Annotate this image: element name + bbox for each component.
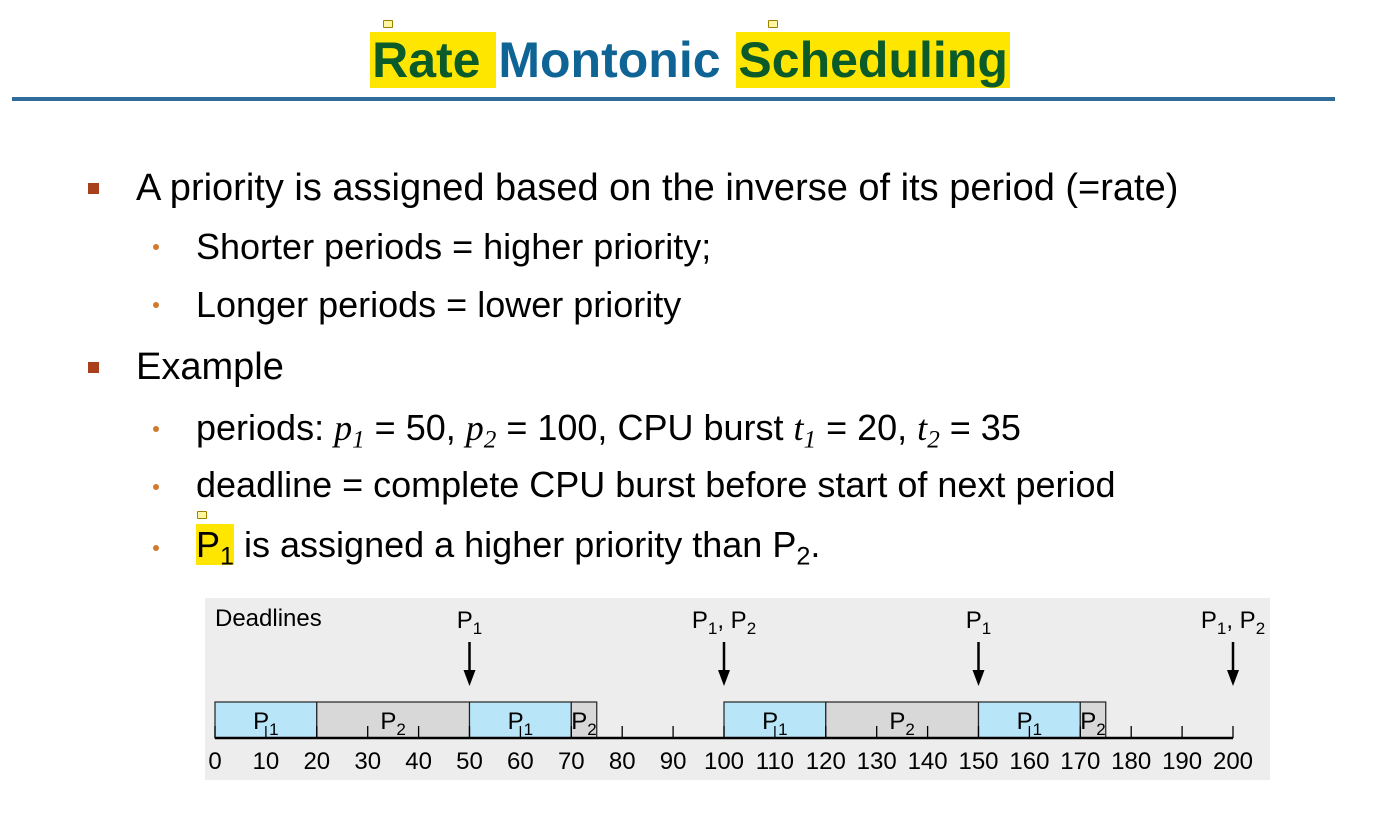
tick-label-170: 170 (1060, 748, 1100, 775)
tick-label-80: 80 (609, 748, 636, 775)
arrow-down-icon (1227, 670, 1239, 686)
deadline-label-150: P1 (966, 607, 991, 638)
bullet-example: Example (136, 346, 284, 388)
title-word-rate: Rate (370, 32, 497, 88)
bullet-dot-icon (153, 244, 159, 250)
tick-label-10: 10 (253, 748, 280, 775)
bullet-priority: A priority is assigned based on the inve… (136, 167, 1179, 209)
bullet-dot-icon (153, 426, 159, 432)
bullet-square-icon (88, 362, 99, 373)
arrow-down-icon (718, 670, 730, 686)
deadlines-label: Deadlines (215, 605, 322, 632)
tick-label-90: 90 (660, 748, 687, 775)
tick-label-190: 190 (1162, 748, 1202, 775)
tick-label-160: 160 (1009, 748, 1049, 775)
tick-label-100: 100 (704, 748, 744, 775)
tick-label-150: 150 (958, 748, 998, 775)
comment-icon[interactable] (383, 20, 393, 28)
sub-bullet-deadline: deadline = complete CPU burst before sta… (196, 464, 1116, 505)
bullet-dot-icon (153, 484, 159, 490)
title-word-scheduling: Scheduling (736, 32, 1010, 88)
comment-icon[interactable] (768, 20, 778, 28)
segment-label-1: P2 (380, 708, 405, 739)
deadline-label-50: P1 (457, 607, 482, 638)
tick-label-50: 50 (456, 748, 483, 775)
tick-label-30: 30 (354, 748, 381, 775)
arrow-down-icon (972, 670, 985, 686)
arrow-down-icon (463, 670, 476, 686)
tick-label-40: 40 (405, 748, 432, 775)
tick-label-20: 20 (303, 748, 330, 775)
slide-title: Rate Montonic Scheduling (0, 30, 1380, 90)
tick-label-70: 70 (558, 748, 585, 775)
sub-bullet-periods: periods: p1 = 50, p2 = 100, CPU burst t1… (196, 407, 1021, 454)
highlighted-p1: P1 (196, 524, 235, 571)
deadline-label-200: P1, P2 (1201, 607, 1265, 638)
comment-icon[interactable] (197, 511, 207, 519)
tick-label-110: 110 (756, 748, 794, 775)
bullet-dot-icon (153, 302, 159, 308)
bullet-dot-icon (153, 545, 159, 551)
tick-label-60: 60 (507, 748, 534, 775)
segment-1 (316, 701, 471, 739)
tick-label-180: 180 (1111, 748, 1151, 775)
tick-label-130: 130 (857, 748, 897, 775)
segment-7 (1079, 701, 1107, 739)
sub-bullet-priority: P1 is assigned a higher priority than P2… (196, 524, 821, 571)
title-word-montonic: Montonic (498, 32, 735, 88)
bullet-square-icon (88, 183, 99, 194)
title-divider (12, 97, 1335, 101)
tick-label-120: 120 (806, 748, 846, 775)
chart-background (205, 598, 1270, 780)
sub-bullet-longer: Longer periods = lower priority (196, 284, 682, 325)
sub-bullet-shorter: Shorter periods = higher priority; (196, 226, 712, 267)
gantt-chart: Deadlines P1 P2 P1 P2 P1 P2 P1 P2 0 10 20 30 40 50 60… (205, 598, 1270, 780)
deadline-label-100: P1, P2 (692, 607, 756, 638)
tick-label-0: 0 (208, 748, 221, 775)
tick-label-200: 200 (1213, 748, 1253, 775)
tick-label-140: 140 (908, 748, 948, 775)
